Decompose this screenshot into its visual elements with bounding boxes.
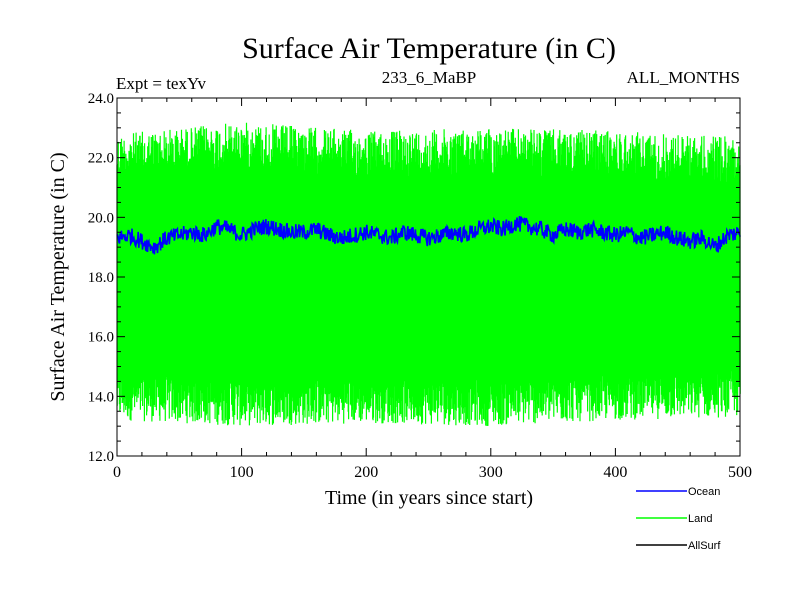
x-tick-label: 100 [230,464,254,481]
y-tick-label: 14.0 [88,389,114,405]
experiment-label: Expt = texYv [116,74,207,93]
plot-area [116,122,741,427]
legend: Ocean Land AllSurf [636,486,721,552]
legend-label-allsurf: AllSurf [688,540,721,552]
months-label: ALL_MONTHS [627,68,740,87]
y-axis-label: Surface Air Temperature (in C) [47,152,69,401]
y-tick-label: 18.0 [88,270,114,286]
x-tick-label: 300 [479,464,503,481]
x-tick-label: 0 [113,464,121,481]
y-tick-label: 12.0 [88,449,114,465]
axes: 0 100 200 300 400 500 12.0 14.0 16.0 18.0 20.0 22.0… [88,91,752,481]
series-land-line [116,122,741,427]
legend-label-land: Land [688,513,712,525]
chart-title: Surface Air Temperature (in C) [242,32,616,65]
x-tick-label: 500 [728,464,752,481]
legend-label-ocean: Ocean [688,486,720,498]
y-tick-label: 20.0 [88,210,114,226]
series-ocean-line [116,216,741,255]
run-id-label: 233_6_MaBP [382,68,476,87]
x-axis-label: Time (in years since start) [325,487,533,509]
x-tick-label: 200 [354,464,378,481]
y-tick-label: 22.0 [88,151,114,167]
x-tick-label: 400 [603,464,627,481]
y-tick-label: 16.0 [88,330,114,346]
y-tick-label: 24.0 [88,91,114,107]
